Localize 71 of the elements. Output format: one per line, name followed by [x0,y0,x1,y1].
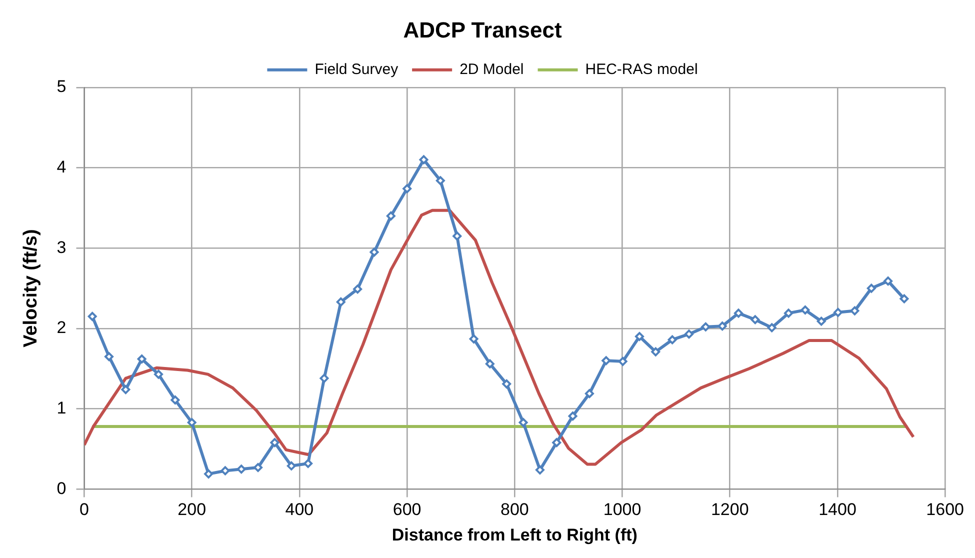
x-tick-label: 200 [178,500,206,520]
point [900,294,909,304]
point [651,347,660,356]
x-tick-label: 400 [285,500,314,520]
point [834,308,843,317]
point [767,323,776,332]
point [419,155,428,164]
point [370,248,379,257]
legend-label: Field Survey [314,61,399,78]
point [701,322,710,332]
point [236,464,246,474]
point [402,184,412,194]
point [816,316,826,326]
point [336,297,346,306]
point [170,396,180,404]
point [353,284,362,294]
point [602,356,611,366]
y-tick-label: 5 [56,77,66,96]
point [884,276,893,286]
point [137,354,146,364]
y-tick-label: 3 [56,238,66,257]
point [734,308,743,318]
x-tick-label: 1200 [710,500,749,520]
chart-title: ADCP Transect [403,17,562,42]
point [88,312,97,321]
x-tick-label: 1000 [603,500,642,520]
point [204,469,214,478]
point [485,359,494,368]
x-tick-label: 800 [500,500,529,520]
legend-label: 2D Model [460,61,524,78]
point [254,463,263,472]
x-tick-label: 600 [392,500,422,520]
point [187,418,196,427]
point [304,458,313,468]
point [668,335,677,344]
point [286,461,296,470]
y-axis-title: Velocity (ft/s) [20,229,42,348]
point [502,379,512,388]
x-tick-label: 0 [80,500,89,520]
point [618,356,628,366]
point [750,315,760,324]
point [121,385,130,394]
point [784,308,794,318]
point [800,305,810,314]
point [718,322,727,331]
legend-label: HEC-RAS model [585,61,698,78]
point [386,211,396,220]
point [436,176,445,186]
point [469,334,478,344]
y-tick-label: 2 [56,318,66,338]
point [270,438,280,448]
point [866,284,876,293]
point [584,389,594,398]
x-tick-label: 1600 [926,500,964,520]
point [535,465,544,474]
point [568,412,578,421]
point [220,466,230,476]
x-axis-title: Distance from Left to Right (ft) [392,525,638,544]
point [634,332,644,342]
point [104,352,114,362]
point [320,374,329,383]
point [518,418,528,427]
y-tick-label: 0 [56,478,66,498]
point [452,232,462,241]
x-tick-label: 1400 [818,500,856,520]
point [552,438,562,448]
point [154,370,163,379]
point [684,330,694,339]
y-tick-label: 1 [56,398,66,418]
point [850,306,860,316]
y-tick-label: 4 [56,157,66,176]
